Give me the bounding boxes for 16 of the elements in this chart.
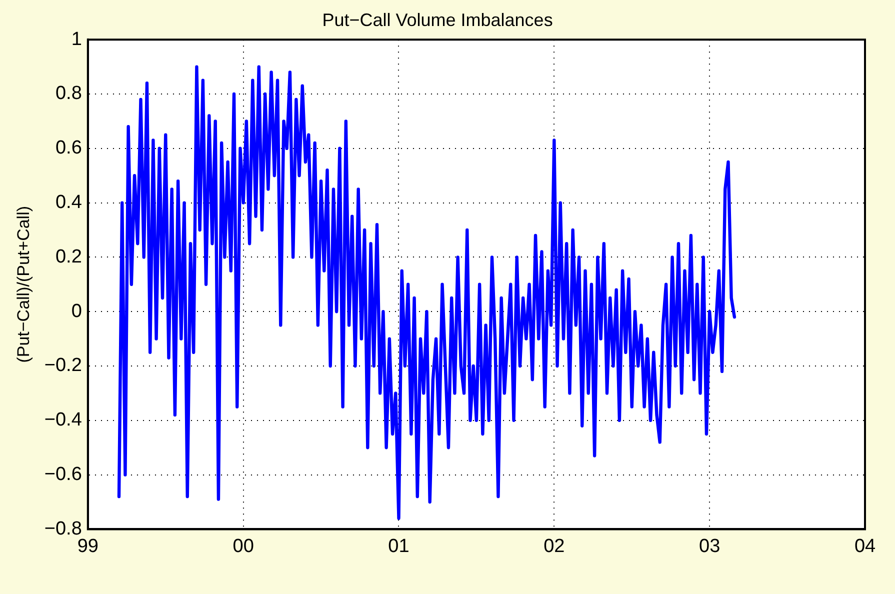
y-axis-title: (Put−Call)/(Put+Call)	[14, 206, 33, 363]
x-tick-label: 00	[232, 536, 254, 557]
y-tick-label: 0.6	[55, 138, 82, 159]
y-tick-label: −0.4	[44, 410, 82, 431]
x-tick-label: 02	[544, 536, 565, 557]
x-tick-label: 04	[854, 536, 876, 557]
y-tick-label: −0.6	[44, 464, 82, 486]
y-tick-label: 0	[71, 300, 82, 322]
chart-title: Put−Call Volume Imbalances	[322, 10, 553, 30]
x-tick-label: 03	[699, 536, 720, 557]
y-tick-label: −0.2	[44, 355, 82, 376]
y-tick-label: 0.4	[55, 192, 82, 214]
y-tick-label: 0.8	[55, 83, 82, 104]
y-tick-label: 1	[71, 28, 82, 50]
x-tick-label: 01	[388, 536, 410, 557]
y-tick-label: 0.2	[55, 246, 82, 268]
